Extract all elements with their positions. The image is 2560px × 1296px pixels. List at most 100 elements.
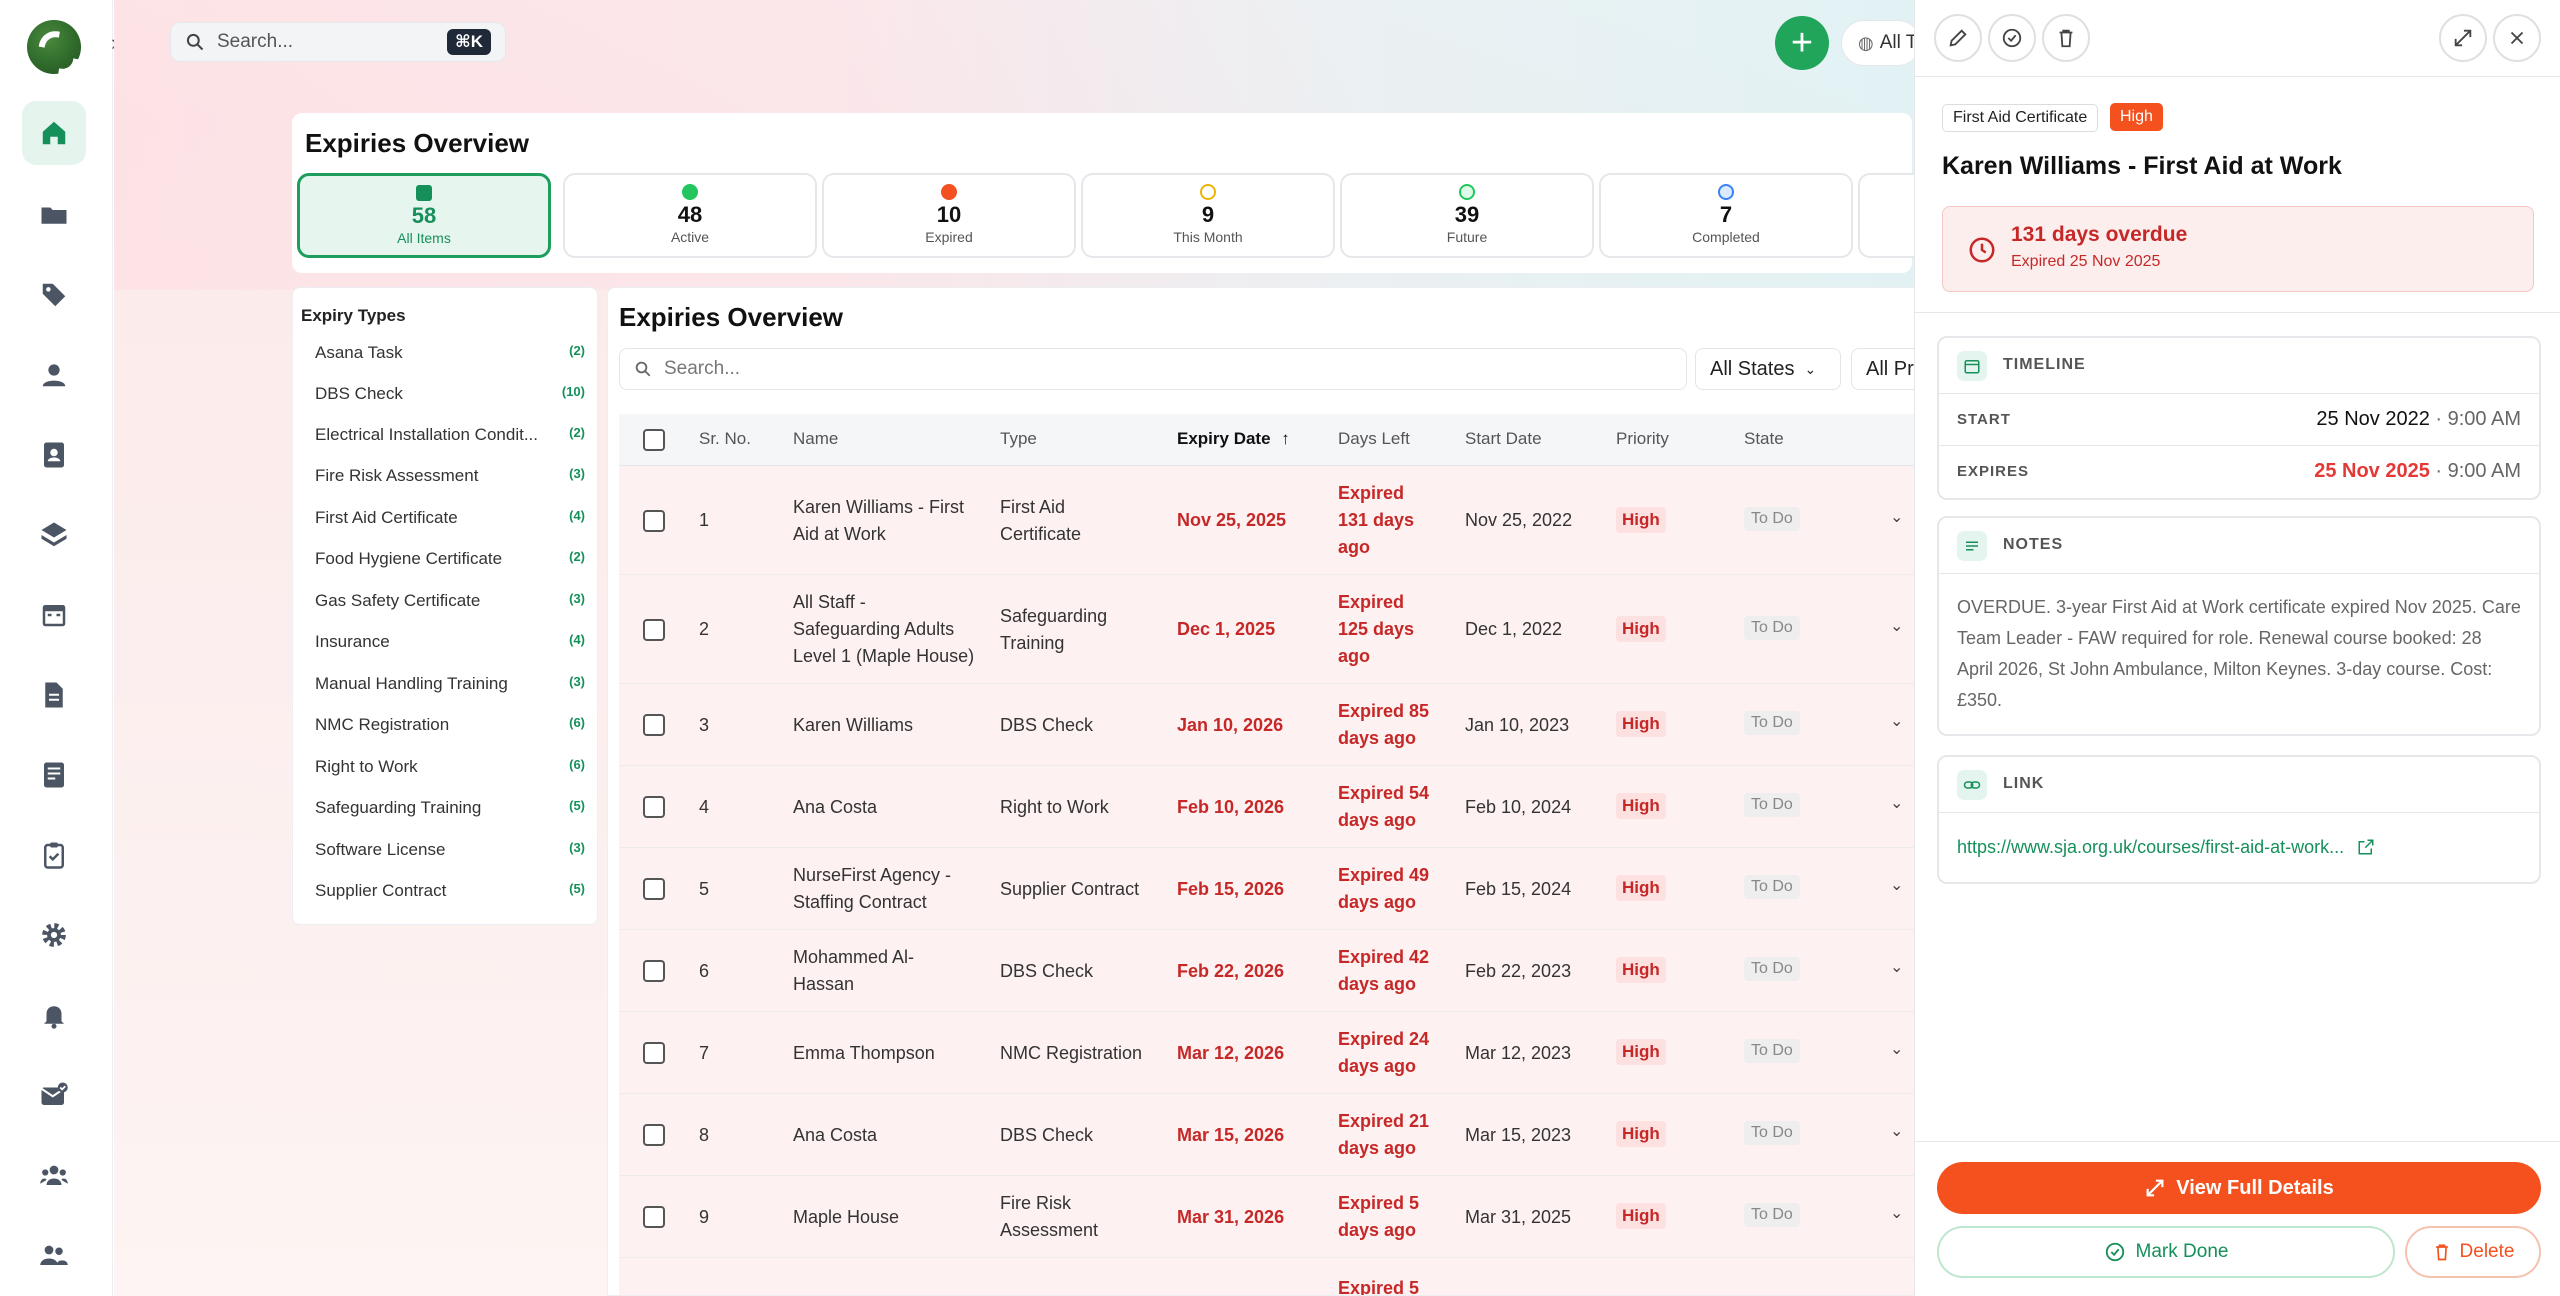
- nav-teams[interactable]: [22, 1143, 86, 1207]
- row-checkbox[interactable]: [643, 1042, 665, 1064]
- table-row[interactable]: Expired 5: [619, 1258, 1916, 1295]
- nav-tags[interactable]: [22, 263, 86, 327]
- expiry-type-item[interactable]: Fire Risk Assessment (3): [315, 466, 585, 486]
- chevron-down-icon[interactable]: ⌄: [1890, 1041, 1904, 1058]
- row-checkbox[interactable]: [643, 878, 665, 900]
- row-checkbox[interactable]: [643, 619, 665, 641]
- col-start-date[interactable]: Start Date: [1465, 429, 1542, 448]
- chevron-down-icon[interactable]: ⌄: [1890, 1205, 1904, 1222]
- state-badge[interactable]: To Do: [1744, 711, 1800, 735]
- state-badge[interactable]: To Do: [1744, 957, 1800, 981]
- table-row[interactable]: 3 Karen Williams DBS Check Jan 10, 2026 Expi…: [619, 684, 1916, 766]
- cell-days-left-line: Expired 49: [1338, 865, 1430, 885]
- expiry-type-item[interactable]: Right to Work (6): [315, 757, 585, 777]
- col-priority[interactable]: Priority: [1616, 429, 1669, 448]
- app-logo[interactable]: [27, 20, 81, 74]
- chevron-down-icon[interactable]: ⌄: [1890, 877, 1904, 894]
- expiry-type-item[interactable]: Electrical Installation Condit... (2): [315, 425, 585, 445]
- nav-notifications[interactable]: [22, 983, 86, 1047]
- table-row[interactable]: 6 Mohammed Al- Hassan DBS Check Feb 22, 2026…: [619, 930, 1916, 1012]
- nav-documents[interactable]: [22, 663, 86, 727]
- link-url[interactable]: https://www.sja.org.uk/courses/first-aid…: [1957, 837, 2345, 857]
- stat-this-month[interactable]: 9 This Month: [1081, 173, 1335, 258]
- row-checkbox[interactable]: [643, 960, 665, 982]
- select-all-checkbox[interactable]: [643, 429, 665, 451]
- add-button[interactable]: +: [1775, 16, 1829, 70]
- stat-value: 39: [1454, 202, 1480, 227]
- row-checkbox[interactable]: [643, 510, 665, 532]
- expiry-type-item[interactable]: DBS Check (10): [315, 384, 585, 404]
- state-badge[interactable]: To Do: [1744, 616, 1800, 640]
- stat-completed[interactable]: 7 Completed: [1599, 173, 1853, 258]
- expiry-type-item[interactable]: First Aid Certificate (4): [315, 508, 585, 528]
- expiry-type-item[interactable]: NMC Registration (6): [315, 715, 585, 735]
- state-badge[interactable]: To Do: [1744, 1203, 1800, 1227]
- expiry-type-item[interactable]: Insurance (4): [315, 632, 585, 652]
- chevron-down-icon[interactable]: ⌄: [1890, 713, 1904, 730]
- row-checkbox[interactable]: [643, 1124, 665, 1146]
- expiry-type-item[interactable]: Safeguarding Training (5): [315, 798, 585, 818]
- col-state[interactable]: State: [1744, 429, 1784, 448]
- nav-settings[interactable]: [22, 903, 86, 967]
- expiry-type-item[interactable]: Manual Handling Training (3): [315, 674, 585, 694]
- state-badge[interactable]: To Do: [1744, 507, 1800, 531]
- external-link-icon[interactable]: [2357, 838, 2375, 856]
- table-row[interactable]: 8 Ana Costa DBS Check Mar 15, 2026 Expired 2…: [619, 1094, 1916, 1176]
- col-expiry-date[interactable]: Expiry Date ↑: [1177, 429, 1290, 449]
- view-full-details-button[interactable]: View Full Details: [1937, 1162, 2541, 1214]
- mark-done-button[interactable]: Mark Done: [1937, 1226, 2395, 1278]
- state-badge[interactable]: To Do: [1744, 793, 1800, 817]
- col-sr-no[interactable]: Sr. No.: [699, 429, 751, 448]
- global-search[interactable]: Search... ⌘K: [170, 22, 506, 62]
- close-button[interactable]: [2493, 14, 2541, 62]
- nav-mail[interactable]: [22, 1063, 86, 1127]
- expiry-type-item[interactable]: Supplier Contract (5): [315, 881, 585, 901]
- chevron-down-icon[interactable]: ⌄: [1890, 959, 1904, 976]
- edit-button[interactable]: [1934, 14, 1982, 62]
- col-days-left[interactable]: Days Left: [1338, 429, 1410, 448]
- nav-home[interactable]: [22, 101, 86, 165]
- stat-active[interactable]: 48 Active: [563, 173, 817, 258]
- priority-filter[interactable]: All Pr: [1851, 348, 1916, 390]
- nav-calendar[interactable]: [22, 583, 86, 647]
- table-row[interactable]: 4 Ana Costa Right to Work Feb 10, 2026 Expir…: [619, 766, 1916, 848]
- nav-users[interactable]: [22, 1223, 86, 1287]
- state-badge[interactable]: To Do: [1744, 1039, 1800, 1063]
- nav-tasks[interactable]: [22, 823, 86, 887]
- table-row[interactable]: 2 All Staff - Safeguarding Adults Level 1 (…: [619, 575, 1916, 684]
- table-search-input[interactable]: Search...: [619, 348, 1687, 390]
- row-checkbox[interactable]: [643, 714, 665, 736]
- state-badge[interactable]: To Do: [1744, 1121, 1800, 1145]
- states-filter[interactable]: All States ⌄: [1695, 348, 1841, 390]
- stat-all-items[interactable]: 58 All Items: [297, 173, 551, 258]
- expiry-type-item[interactable]: Food Hygiene Certificate (2): [315, 549, 585, 569]
- row-checkbox[interactable]: [643, 1206, 665, 1228]
- expiry-type-item[interactable]: Software License (3): [315, 840, 585, 860]
- nav-folders[interactable]: [22, 183, 86, 247]
- expand-button[interactable]: [2439, 14, 2487, 62]
- nav-layers[interactable]: [22, 503, 86, 567]
- nav-reports[interactable]: [22, 743, 86, 807]
- complete-button[interactable]: [1988, 14, 2036, 62]
- table-row[interactable]: 7 Emma Thompson NMC Registration Mar 12, 20…: [619, 1012, 1916, 1094]
- stat-expired[interactable]: 10 Expired: [822, 173, 1076, 258]
- expiry-type-item[interactable]: Asana Task (2): [315, 343, 585, 363]
- expiry-type-item[interactable]: Gas Safety Certificate (3): [315, 591, 585, 611]
- delete-button[interactable]: Delete: [2405, 1226, 2541, 1278]
- nav-people[interactable]: [22, 343, 86, 407]
- stat-future[interactable]: 39 Future: [1340, 173, 1594, 258]
- chevron-down-icon[interactable]: ⌄: [1890, 509, 1904, 526]
- row-checkbox[interactable]: [643, 796, 665, 818]
- nav-contacts[interactable]: [22, 423, 86, 487]
- table-row[interactable]: 1 Karen Williams - First Aid at Work First …: [619, 466, 1916, 575]
- chevron-down-icon[interactable]: ⌄: [1890, 618, 1904, 635]
- table-row[interactable]: 5 NurseFirst Agency - Staffing Contract Sup…: [619, 848, 1916, 930]
- chevron-down-icon[interactable]: ⌄: [1890, 795, 1904, 812]
- trash-button[interactable]: [2042, 14, 2090, 62]
- col-name[interactable]: Name: [793, 429, 839, 448]
- table-row[interactable]: 9 Maple House Fire Risk Assessment Mar 31, 2…: [619, 1176, 1916, 1258]
- state-badge[interactable]: To Do: [1744, 875, 1800, 899]
- scope-selector[interactable]: ◍ All T: [1841, 20, 1921, 66]
- col-type[interactable]: Type: [1000, 429, 1037, 448]
- chevron-down-icon[interactable]: ⌄: [1890, 1123, 1904, 1140]
